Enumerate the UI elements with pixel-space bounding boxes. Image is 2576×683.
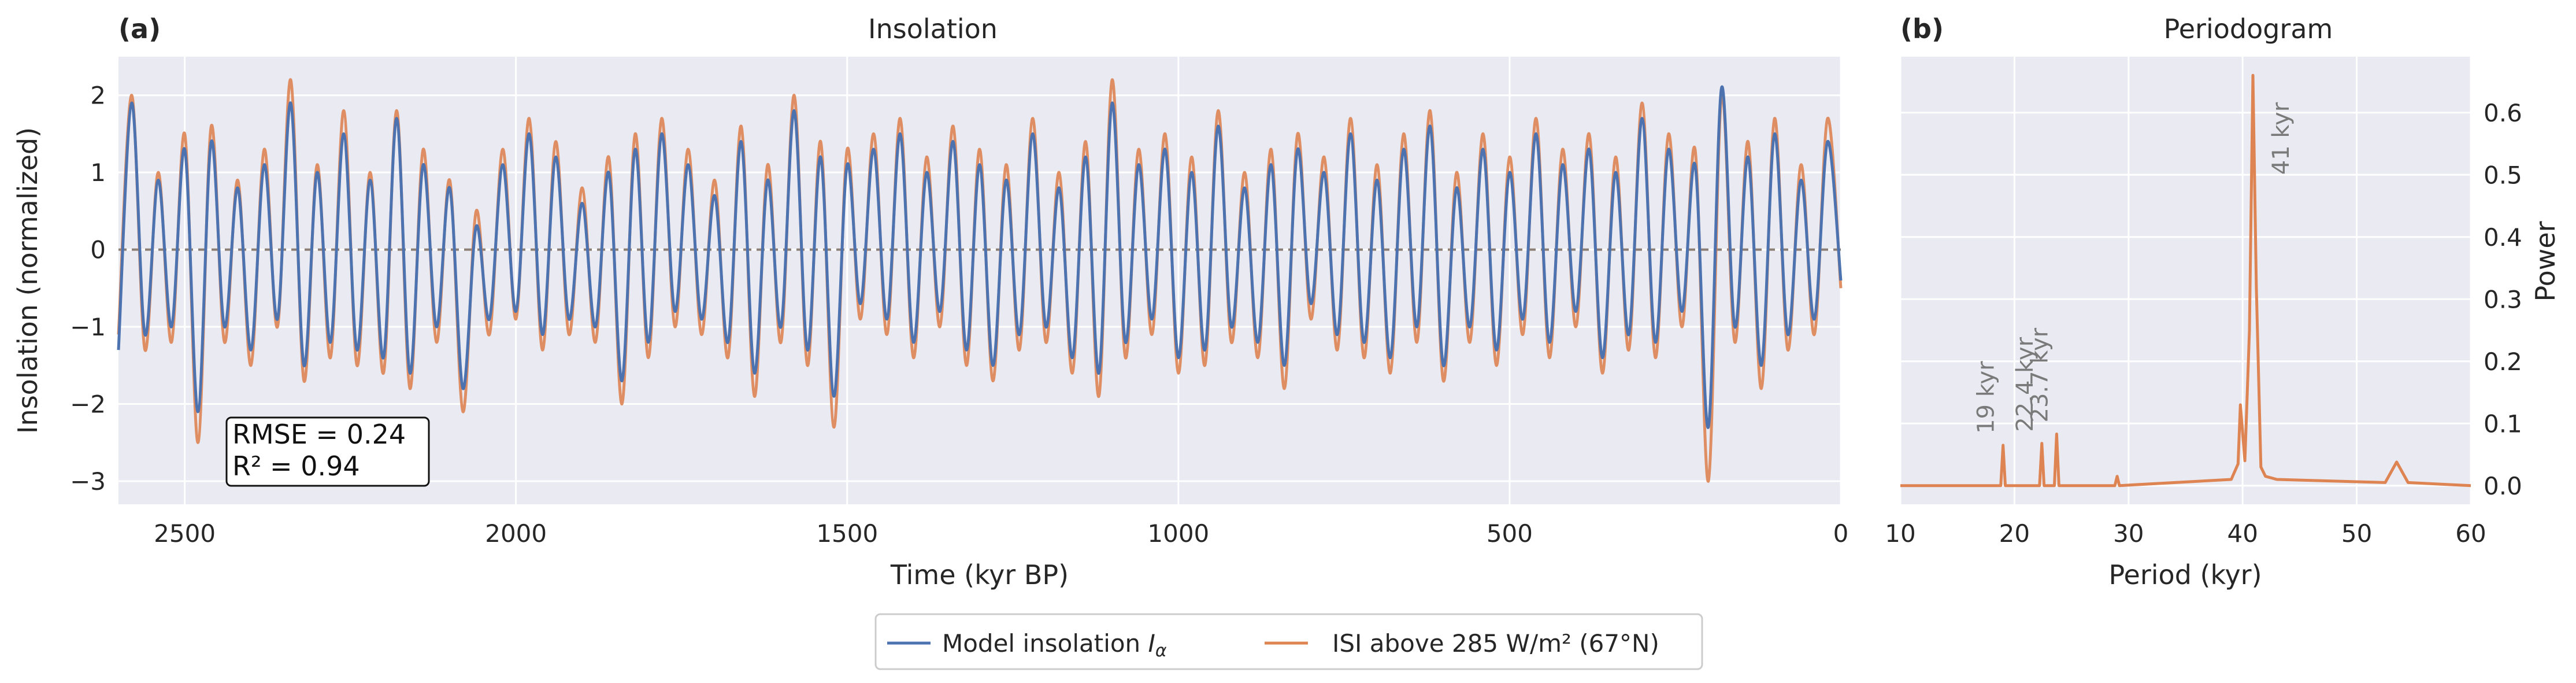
tick-b-y-4: 0.4 bbox=[2484, 223, 2522, 252]
tick-b-x-2: 30 bbox=[2113, 519, 2144, 548]
tick-a-x-5: 0 bbox=[1833, 519, 1849, 548]
tick-b-y-0: 0.0 bbox=[2484, 472, 2522, 500]
plot-area-b bbox=[1900, 57, 2471, 504]
ticks-a: 2500 2000 1500 1000 500 0 2 1 0 −1 −2 −3 bbox=[70, 82, 1848, 548]
peak-label-0: 19 kyr bbox=[1973, 361, 2000, 434]
tick-a-y-5: −3 bbox=[70, 467, 106, 496]
legend-label-model: Model insolation Iα bbox=[942, 629, 1167, 661]
series-a bbox=[117, 78, 1843, 483]
stats-box: RMSE = 0.24 R² = 0.94 bbox=[225, 416, 430, 487]
tick-b-x-3: 40 bbox=[2227, 519, 2258, 548]
panel-a-xlabel: Time (kyr BP) bbox=[890, 559, 1069, 590]
tick-b-x-4: 50 bbox=[2341, 519, 2372, 548]
peak-label-1: 22.4 kyr bbox=[2012, 337, 2038, 431]
rmse-text: RMSE = 0.24 bbox=[232, 419, 406, 450]
peak-label-2: 23.7 kyr bbox=[2026, 327, 2053, 422]
tick-b-y-6: 0.6 bbox=[2484, 99, 2522, 127]
panel-b-xlabel: Period (kyr) bbox=[2108, 559, 2262, 590]
tick-a-x-2: 1500 bbox=[816, 519, 878, 548]
tick-a-y-3: −1 bbox=[70, 313, 106, 341]
tick-a-x-1: 2000 bbox=[485, 519, 547, 548]
ticks-b: 10 20 30 40 50 60 0.0 0.1 0.2 0.3 0.4 0.5 0.6 bbox=[1885, 99, 2522, 548]
tick-a-y-0: 2 bbox=[90, 82, 106, 110]
series-b-0 bbox=[1900, 73, 2471, 488]
panel-a-title: Insolation bbox=[868, 13, 998, 45]
tick-b-y-2: 0.2 bbox=[2484, 348, 2522, 376]
tick-a-y-2: 0 bbox=[90, 236, 106, 264]
panel-b: 10 20 30 40 50 60 0.0 0.1 0.2 0.3 0.4 0.5 0.6 19 kyr… bbox=[1885, 13, 2561, 590]
panel-b-ylabel: Power bbox=[2530, 221, 2561, 301]
tick-b-x-5: 60 bbox=[2455, 519, 2486, 548]
tick-b-y-5: 0.5 bbox=[2484, 161, 2522, 189]
tick-a-x-3: 1000 bbox=[1147, 519, 1209, 548]
panel-b-title: Periodogram bbox=[2164, 13, 2333, 45]
legend-label-isi: ISI above 285 W/m² (67°N) bbox=[1332, 629, 1659, 658]
panel-a: 2500 2000 1500 1000 500 0 2 1 0 −1 −2 −3 (a) Insola… bbox=[12, 13, 1848, 590]
panel-a-ylabel: Insolation (normalized) bbox=[12, 127, 43, 434]
tick-b-y-3: 0.3 bbox=[2484, 285, 2522, 313]
tick-a-y-1: 1 bbox=[90, 158, 106, 187]
panel-b-label: (b) bbox=[1900, 13, 1944, 45]
tick-a-y-4: −2 bbox=[70, 390, 106, 419]
series-b bbox=[1900, 73, 2471, 488]
tick-b-x-1: 20 bbox=[1999, 519, 2030, 548]
tick-b-y-1: 0.1 bbox=[2484, 409, 2522, 438]
tick-a-x-4: 500 bbox=[1487, 519, 1533, 548]
tick-b-x-0: 10 bbox=[1885, 519, 1915, 548]
panel-a-label: (a) bbox=[118, 13, 161, 45]
tick-a-x-0: 2500 bbox=[154, 519, 216, 548]
series-a-0 bbox=[117, 85, 1843, 429]
legend: Model insolation Iα ISI above 285 W/m² (… bbox=[874, 613, 1703, 670]
peak-label-3: 41 kyr bbox=[2268, 102, 2295, 175]
r2-text: R² = 0.94 bbox=[232, 451, 360, 482]
